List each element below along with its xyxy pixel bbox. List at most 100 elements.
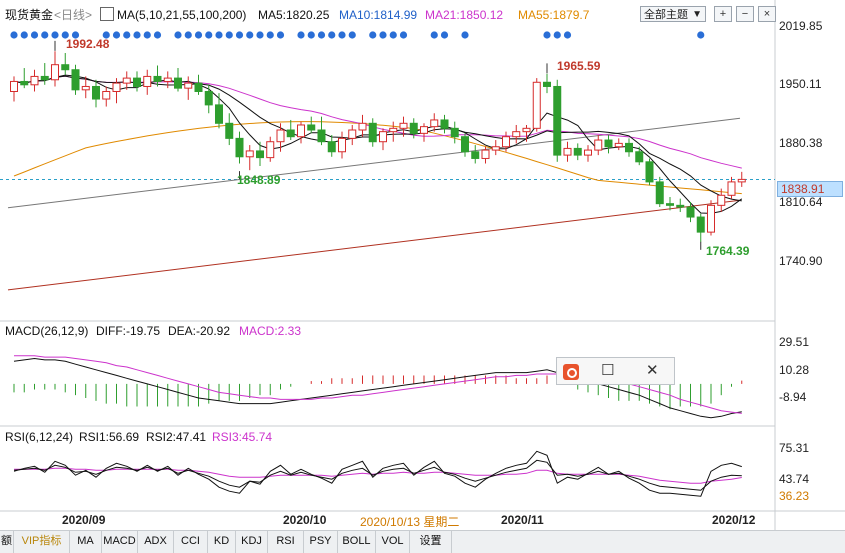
current-price-box: 1838.91	[777, 181, 843, 197]
signal-marker	[297, 31, 305, 39]
tab-rsi[interactable]: RSI	[268, 531, 304, 553]
tab-vol[interactable]: VOL	[376, 531, 410, 553]
macd-y-tick: 10.28	[779, 363, 810, 377]
signal-marker	[276, 31, 285, 39]
candle-body	[614, 142, 623, 148]
candle-body	[563, 147, 572, 156]
candle-body	[584, 149, 592, 156]
rsi-y-tick: 43.74	[779, 472, 810, 486]
macd-diff-value: DIFF:-19.75	[96, 324, 161, 338]
indicator-tab-bar: 额 VIP指标 MA MACD ADX CCI KD KDJ RSI PSY B…	[0, 530, 845, 553]
signal-marker	[153, 31, 162, 39]
signal-marker	[123, 31, 131, 39]
candle-body	[317, 129, 326, 143]
candle-body	[502, 136, 510, 148]
floating-window-controls: ☐ ✕	[556, 357, 675, 385]
tab-partial[interactable]: 额	[0, 531, 14, 553]
ma55-line	[13, 121, 742, 195]
tab-boll[interactable]: BOLL	[338, 531, 376, 553]
rsi3-line	[14, 467, 742, 484]
tab-kd[interactable]: KD	[208, 531, 236, 553]
candle-body	[348, 129, 357, 139]
tab-psy[interactable]: PSY	[304, 531, 338, 553]
candle-body	[61, 64, 70, 71]
ma-checkbox[interactable]	[100, 7, 114, 21]
x-tick-label: 2020/11	[501, 513, 544, 527]
zoom-out-button[interactable]: −	[736, 6, 754, 22]
candle-body	[71, 69, 80, 91]
tab-vip-indicator[interactable]: VIP指标	[14, 531, 70, 553]
signal-marker	[461, 31, 469, 39]
candle-body	[276, 129, 285, 143]
low-price-tag-right: 1764.39	[706, 244, 750, 258]
macd-indicator-label: MACD(26,12,9)	[5, 324, 89, 338]
candle-body	[327, 141, 336, 153]
tab-cci[interactable]: CCI	[174, 531, 208, 553]
ma21-value: MA21:1850.12	[425, 8, 504, 22]
signal-marker	[143, 31, 151, 39]
period-label[interactable]: <日线>	[54, 8, 93, 22]
candle-body	[645, 161, 654, 183]
theme-dropdown[interactable]: 全部主题 ▼	[640, 6, 706, 22]
candle-body	[409, 122, 418, 134]
close-icon[interactable]: ✕	[646, 362, 659, 379]
signal-marker	[71, 31, 80, 39]
rsi2-value: RSI2:47.41	[146, 430, 207, 444]
ma10-value: MA10:1814.99	[339, 8, 418, 22]
candle-body	[461, 136, 469, 153]
candle-body	[368, 122, 377, 143]
tab-adx[interactable]: ADX	[138, 531, 174, 553]
candle-body	[204, 90, 213, 106]
candle-body	[450, 127, 459, 138]
signal-marker	[61, 31, 69, 39]
signal-marker	[194, 31, 203, 39]
candle-body	[553, 85, 562, 156]
candle-body	[686, 206, 695, 218]
instrument-name: 现货黄金	[5, 8, 54, 22]
candle-body	[286, 129, 295, 138]
tab-ma[interactable]: MA	[70, 531, 102, 553]
signal-marker	[215, 31, 223, 39]
candle-body	[604, 139, 613, 148]
signal-marker	[174, 31, 182, 39]
macd-value: MACD:2.33	[239, 324, 302, 338]
candle-body	[655, 181, 664, 205]
candle-body	[215, 104, 223, 124]
app-logo-icon[interactable]	[563, 364, 579, 380]
x-tick-label: 2020/10	[283, 513, 327, 527]
ma-indicator-label: MA(5,10,21,55,100,200)	[117, 8, 247, 22]
x-tick-label: 2020/12	[712, 513, 756, 527]
candle-body	[30, 75, 39, 86]
candle-body	[225, 122, 234, 139]
candle-body	[245, 150, 254, 158]
signal-marker	[317, 31, 326, 39]
ma5-value: MA5:1820.25	[258, 8, 330, 22]
y-tick-label: 1880.38	[779, 136, 823, 150]
tab-settings[interactable]: 设置	[410, 531, 452, 553]
candle-body	[573, 147, 582, 156]
rsi1-line	[13, 450, 742, 497]
signal-marker	[328, 31, 336, 39]
candle-body	[522, 127, 531, 133]
tab-kdj[interactable]: KDJ	[236, 531, 268, 553]
signal-marker	[563, 31, 572, 39]
close-chart-button[interactable]: ×	[758, 6, 776, 22]
candle-body	[153, 75, 162, 82]
zoom-in-button[interactable]: +	[714, 6, 732, 22]
signal-marker	[133, 31, 141, 39]
ma21-line	[13, 75, 742, 169]
tab-macd[interactable]: MACD	[102, 531, 138, 553]
candle-body	[543, 81, 551, 87]
rsi-y-tick: 36.23	[779, 489, 810, 503]
signal-marker	[379, 31, 387, 39]
candle-body	[102, 90, 111, 100]
low-price-tag-left: 1848.89	[237, 173, 281, 187]
maximize-icon[interactable]: ☐	[601, 362, 615, 379]
signal-marker	[440, 31, 449, 39]
signal-marker	[102, 31, 110, 39]
candle-body	[727, 181, 736, 196]
signal-marker	[348, 31, 356, 39]
high-price-tag-mid: 1965.59	[557, 59, 601, 73]
